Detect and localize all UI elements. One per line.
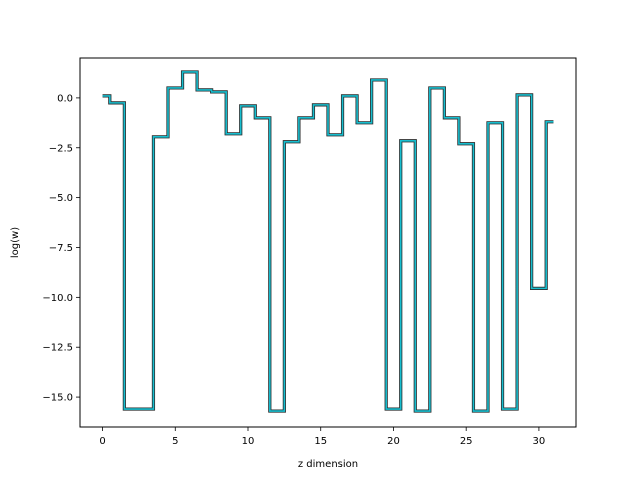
x-tick-label: 15 <box>314 436 327 447</box>
x-tick-label: 0 <box>99 436 105 447</box>
x-tick-label: 10 <box>242 436 255 447</box>
y-tick-label: 0.0 <box>57 93 73 104</box>
y-tick-label: −15.0 <box>42 393 73 404</box>
y-tick-label: −10.0 <box>42 293 73 304</box>
x-tick-label: 25 <box>460 436 473 447</box>
y-axis: 0.0 −2.5 −5.0 −7.5 −10.0 −12.5 −15.0 <box>42 93 80 404</box>
x-axis-label: z dimension <box>298 459 358 470</box>
y-axis-label: log(w) <box>10 227 21 258</box>
y-tick-label: −12.5 <box>42 343 73 354</box>
plot-frame <box>79 57 577 428</box>
y-tick-label: −7.5 <box>49 243 73 254</box>
y-tick-label: −2.5 <box>49 143 73 154</box>
x-tick-label: 20 <box>387 436 400 447</box>
x-axis: 0 5 10 15 20 25 30 <box>99 427 545 447</box>
x-tick-label: 30 <box>533 436 546 447</box>
y-tick-label: −5.0 <box>49 193 73 204</box>
x-tick-label: 5 <box>172 436 178 447</box>
series-layer <box>102 70 554 413</box>
series-0-line <box>102 71 554 412</box>
